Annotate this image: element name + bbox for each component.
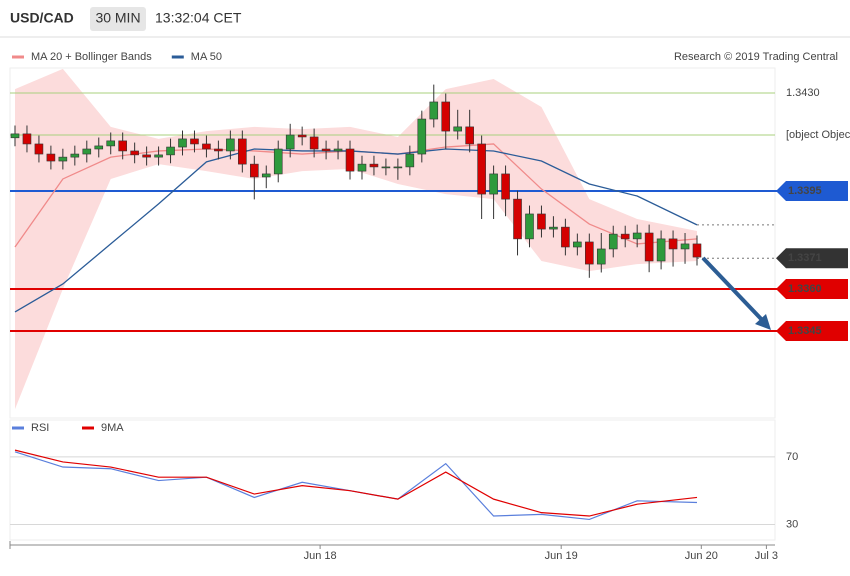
candle-body xyxy=(561,226,570,248)
candle-body xyxy=(573,241,582,248)
candle-body xyxy=(214,148,223,152)
bollinger-band xyxy=(15,68,697,410)
candle-body xyxy=(249,163,259,178)
level-box xyxy=(776,321,848,341)
candle-body xyxy=(501,173,510,200)
candle-body xyxy=(22,133,32,145)
candle-body xyxy=(608,233,618,250)
x-tick-label: Jun 19 xyxy=(545,550,578,562)
candle-body xyxy=(429,101,439,120)
candle-body xyxy=(106,140,116,147)
symbol: USD/CAD xyxy=(10,10,74,26)
candle-body xyxy=(357,163,367,172)
price-frame xyxy=(9,67,776,419)
candle-body xyxy=(513,198,522,240)
level-label: [object Object] xyxy=(786,129,850,141)
candle-body xyxy=(441,101,451,132)
y-tick-label: 30 xyxy=(786,518,798,530)
candle-body xyxy=(537,213,546,230)
rsi-line xyxy=(14,449,698,517)
candle-body xyxy=(166,146,175,156)
forecast-arrow xyxy=(701,256,766,324)
candle-body xyxy=(309,136,319,150)
candle-body xyxy=(453,126,463,132)
candle-body xyxy=(226,138,235,152)
candle-body xyxy=(668,238,678,250)
candle-body xyxy=(477,143,486,195)
arrow-head xyxy=(755,314,771,330)
level-label: 1.3430 xyxy=(786,87,820,99)
level-label: 1.3371 xyxy=(788,252,822,264)
candle-body xyxy=(620,233,630,240)
candle-body xyxy=(70,153,80,158)
candle-body xyxy=(405,153,415,168)
rsi-frame xyxy=(9,419,776,541)
candle-body xyxy=(489,173,498,195)
candle-body xyxy=(465,126,474,145)
candle-body xyxy=(34,143,44,155)
candle-body xyxy=(94,145,104,150)
candle-body xyxy=(369,163,379,168)
candle-body xyxy=(142,154,151,158)
legend-label: RSI xyxy=(31,422,49,434)
y-tick-label: 70 xyxy=(786,451,798,463)
candle-body xyxy=(549,226,558,230)
candle-body xyxy=(46,153,56,162)
candle-body xyxy=(10,133,20,139)
legend-label: 9MA xyxy=(101,422,124,434)
candle-body xyxy=(82,148,92,155)
candle-body xyxy=(202,143,211,150)
level-box xyxy=(776,181,848,201)
legend-label: MA 50 xyxy=(191,51,222,63)
candle-body xyxy=(154,154,163,158)
candle-body xyxy=(381,166,391,169)
candle-body xyxy=(190,138,199,145)
level-label: 1.3360 xyxy=(788,283,822,295)
candle-body xyxy=(238,138,247,165)
level-label: 1.3395 xyxy=(788,185,822,197)
level-label: 1.3345 xyxy=(788,325,822,337)
credit: Research © 2019 Trading Central xyxy=(674,51,838,63)
candle-body xyxy=(261,173,271,178)
interval-box xyxy=(90,7,146,31)
level-box xyxy=(776,279,848,299)
candle-body xyxy=(596,248,606,265)
candle-body xyxy=(632,232,642,240)
interval: 30 MIN xyxy=(95,10,140,26)
x-tick-label: Jun 20 xyxy=(685,550,718,562)
candle-body xyxy=(644,232,654,262)
candle-body xyxy=(692,243,702,258)
candle-body xyxy=(285,134,295,150)
candle-body xyxy=(585,241,594,265)
candle-body xyxy=(273,148,283,175)
candle-body xyxy=(130,150,139,156)
candle-body xyxy=(525,213,534,240)
x-tick-label: Jun 18 xyxy=(304,550,337,562)
candle-body xyxy=(178,138,187,148)
candle-body xyxy=(118,140,127,152)
time: 13:32:04 CET xyxy=(155,10,242,26)
candle-body xyxy=(321,148,331,152)
candle-body xyxy=(656,238,666,262)
candle-body xyxy=(680,243,690,250)
candle-body xyxy=(417,118,427,155)
legend-label: MA 20 + Bollinger Bands xyxy=(31,51,152,63)
candle-body xyxy=(345,148,355,172)
x-tick-label: Jul 3 xyxy=(755,550,778,562)
candle-body xyxy=(333,148,343,152)
candle-body xyxy=(393,166,403,169)
candle-body xyxy=(58,156,68,162)
candle-body xyxy=(297,134,307,138)
level-box xyxy=(776,248,848,269)
